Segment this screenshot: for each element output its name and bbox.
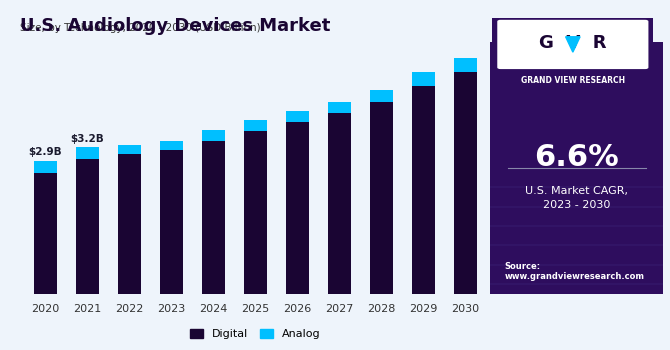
Text: $3.2B: $3.2B [70, 134, 104, 144]
Polygon shape [565, 37, 580, 52]
Bar [244, 131, 267, 294]
Bar [118, 145, 141, 154]
Bar [118, 154, 141, 294]
Bar [411, 85, 435, 294]
Text: $2.9B: $2.9B [29, 147, 62, 158]
Bar [370, 90, 393, 102]
Bar [202, 140, 225, 294]
Text: 6.6%: 6.6% [535, 144, 619, 173]
Bar [411, 72, 435, 85]
Bar [202, 131, 225, 140]
Bar [159, 150, 183, 294]
Bar [244, 120, 267, 131]
Text: U.S. Audiology Devices Market: U.S. Audiology Devices Market [20, 17, 330, 35]
Bar [370, 102, 393, 294]
FancyBboxPatch shape [497, 20, 649, 69]
Bar [454, 58, 477, 72]
Bar [285, 122, 309, 294]
Bar [76, 147, 99, 159]
Bar [159, 140, 183, 150]
Bar [285, 111, 309, 122]
Legend: Digital, Analog: Digital, Analog [186, 325, 325, 344]
Text: GRAND VIEW RESEARCH: GRAND VIEW RESEARCH [521, 76, 625, 85]
Bar [454, 72, 477, 294]
Bar [328, 102, 351, 113]
Bar [76, 159, 99, 294]
Text: Source:
www.grandviewresearch.com: Source: www.grandviewresearch.com [505, 261, 645, 281]
Bar [34, 173, 57, 294]
Bar [34, 161, 57, 173]
Text: Size, by Technology, 2020 - 2030 (USD Billion): Size, by Technology, 2020 - 2030 (USD Bi… [20, 23, 261, 33]
Bar [328, 113, 351, 294]
Text: G  V  R: G V R [539, 34, 606, 52]
Text: U.S. Market CAGR,
2023 - 2030: U.S. Market CAGR, 2023 - 2030 [525, 186, 628, 210]
